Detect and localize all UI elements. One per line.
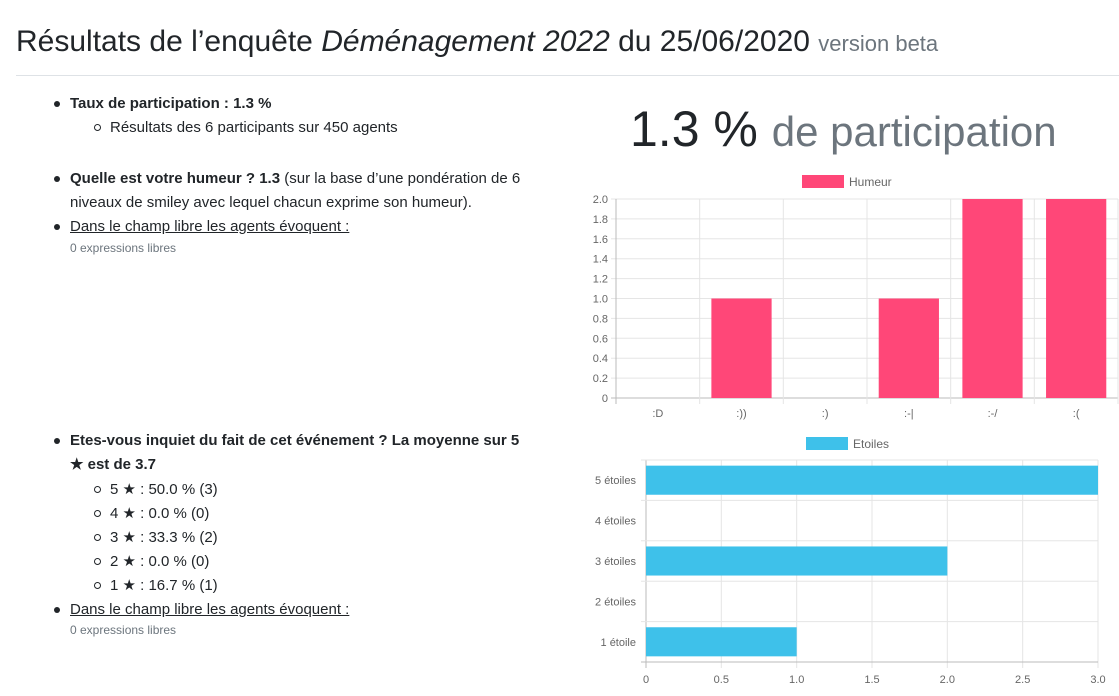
y-tick-label: 1.0 (593, 294, 608, 306)
header-divider (16, 75, 1119, 76)
y-tick-label: 3 étoiles (595, 556, 636, 568)
participation-big-label: de participation (771, 108, 1057, 155)
mood-free-link[interactable]: Dans le champ libre les agents évoquent … (70, 218, 350, 235)
mood-chart: Humeur 0 0.2 0.4 0.6 0.8 1.0 1.2 1.4 1.6 1.8 2.0 :D:… (593, 175, 1119, 420)
legend-label-humeur: Humeur (849, 175, 892, 189)
y-tick-label: 1.8 (593, 214, 608, 226)
mood-question: Quelle est votre humeur ? 1.3 (70, 170, 281, 187)
participation-big-stat: 1.3 % de participation (630, 98, 1057, 163)
y-tick-label: 0.6 (593, 333, 608, 345)
x-tick-label: 1.0 (789, 674, 804, 686)
bar-5 (1046, 199, 1107, 398)
results-list: Taux de participation : 1.3 % Résultats … (53, 92, 570, 637)
y-tick-label: 0 (602, 393, 608, 405)
y-tick-label: 1.6 (593, 234, 608, 246)
bar-1 (711, 298, 772, 398)
x-tick-label: :-/ (988, 408, 999, 420)
y-tick-label: 1 étoile (601, 637, 636, 649)
worry-free-count: 0 expressions libres (70, 623, 177, 637)
worry-free-link[interactable]: Dans le champ libre les agents évoquent … (70, 601, 350, 618)
bar-2 (646, 546, 948, 576)
x-tick-label: 1.5 (864, 674, 879, 686)
bar-4 (962, 199, 1023, 398)
participation-label: Taux de participation : 1.3 % (70, 95, 272, 112)
worry-breakdown-2: 2 ★ : 0.0 % (0) (93, 550, 209, 574)
y-tick-label: 0.2 (593, 373, 608, 385)
y-tick-label: 4 étoiles (595, 516, 636, 528)
x-tick-label: 2.5 (1015, 674, 1030, 686)
mood-free-item: Dans le champ libre les agents évoquent … (53, 215, 350, 239)
version-label: version beta (818, 31, 939, 56)
worry-free-item: Dans le champ libre les agents évoquent … (53, 598, 350, 622)
participation-detail: Résultats des 6 participants sur 450 age… (94, 116, 398, 140)
x-tick-label: :D (652, 408, 663, 420)
y-tick-label: 0.8 (593, 313, 608, 325)
x-tick-label: 0.5 (714, 674, 729, 686)
participation-big-value: 1.3 % (630, 101, 758, 157)
bar-4 (646, 627, 797, 657)
legend-swatch-etoiles (806, 437, 848, 450)
x-tick-label: 2.0 (940, 674, 955, 686)
mood-free-count: 0 expressions libres (70, 241, 177, 255)
x-tick-label: :-| (904, 408, 914, 420)
worry-breakdown-1: 1 ★ : 16.7 % (1) (94, 574, 218, 598)
mood-note-line1: (sur la base d’une pondération de 6 (284, 170, 521, 187)
y-tick-label: 0.4 (593, 353, 608, 365)
y-tick-label: 2 étoiles (595, 596, 636, 608)
worry-breakdown-5: 5 ★ : 50.0 % (3) (94, 478, 218, 502)
y-tick-label: 1.2 (593, 274, 608, 286)
x-tick-label: 0 (643, 674, 649, 686)
worry-question-line1: Etes-vous inquiet du fait de cet événeme… (70, 432, 520, 449)
mood-item: Quelle est votre humeur ? 1.3 (sur la ba… (54, 167, 570, 215)
survey-name: Déménagement 2022 (321, 25, 610, 58)
x-tick-label: :) (822, 408, 829, 420)
worry-breakdown-4: 4 ★ : 0.0 % (0) (93, 502, 209, 526)
bar-3 (878, 298, 939, 398)
worry-breakdown-3: 3 ★ : 33.3 % (2) (94, 526, 218, 550)
worry-question-line2: ★ est de 3.7 (70, 456, 156, 473)
legend-label-etoiles: Etoiles (853, 437, 889, 451)
survey-date: du 25/06/2020 (618, 25, 810, 58)
y-tick-label: 1.4 (593, 254, 608, 266)
worry-item: Etes-vous inquiet du fait de cet événeme… (54, 429, 570, 477)
legend-swatch-humeur (802, 175, 844, 188)
page-title: Résultats de l’enquête Déménagement 2022… (16, 22, 938, 64)
mood-note-line2: niveaux de smiley avec lequel chacun exp… (70, 194, 472, 211)
star-chart: Etoiles 0 0.5 1.0 1.5 2.0 2.5 3.0 5 étoiles 4 éto… (595, 437, 1106, 686)
participation-item: Taux de participation : 1.3 % (53, 92, 272, 116)
y-tick-label: 2.0 (593, 194, 608, 206)
bar-0 (646, 465, 1098, 495)
x-tick-label: :( (1073, 408, 1080, 420)
title-prefix: Résultats de l’enquête (16, 25, 313, 58)
x-tick-label: 3.0 (1090, 674, 1105, 686)
x-tick-label: :)) (736, 408, 746, 420)
y-tick-label: 5 étoiles (595, 475, 636, 487)
